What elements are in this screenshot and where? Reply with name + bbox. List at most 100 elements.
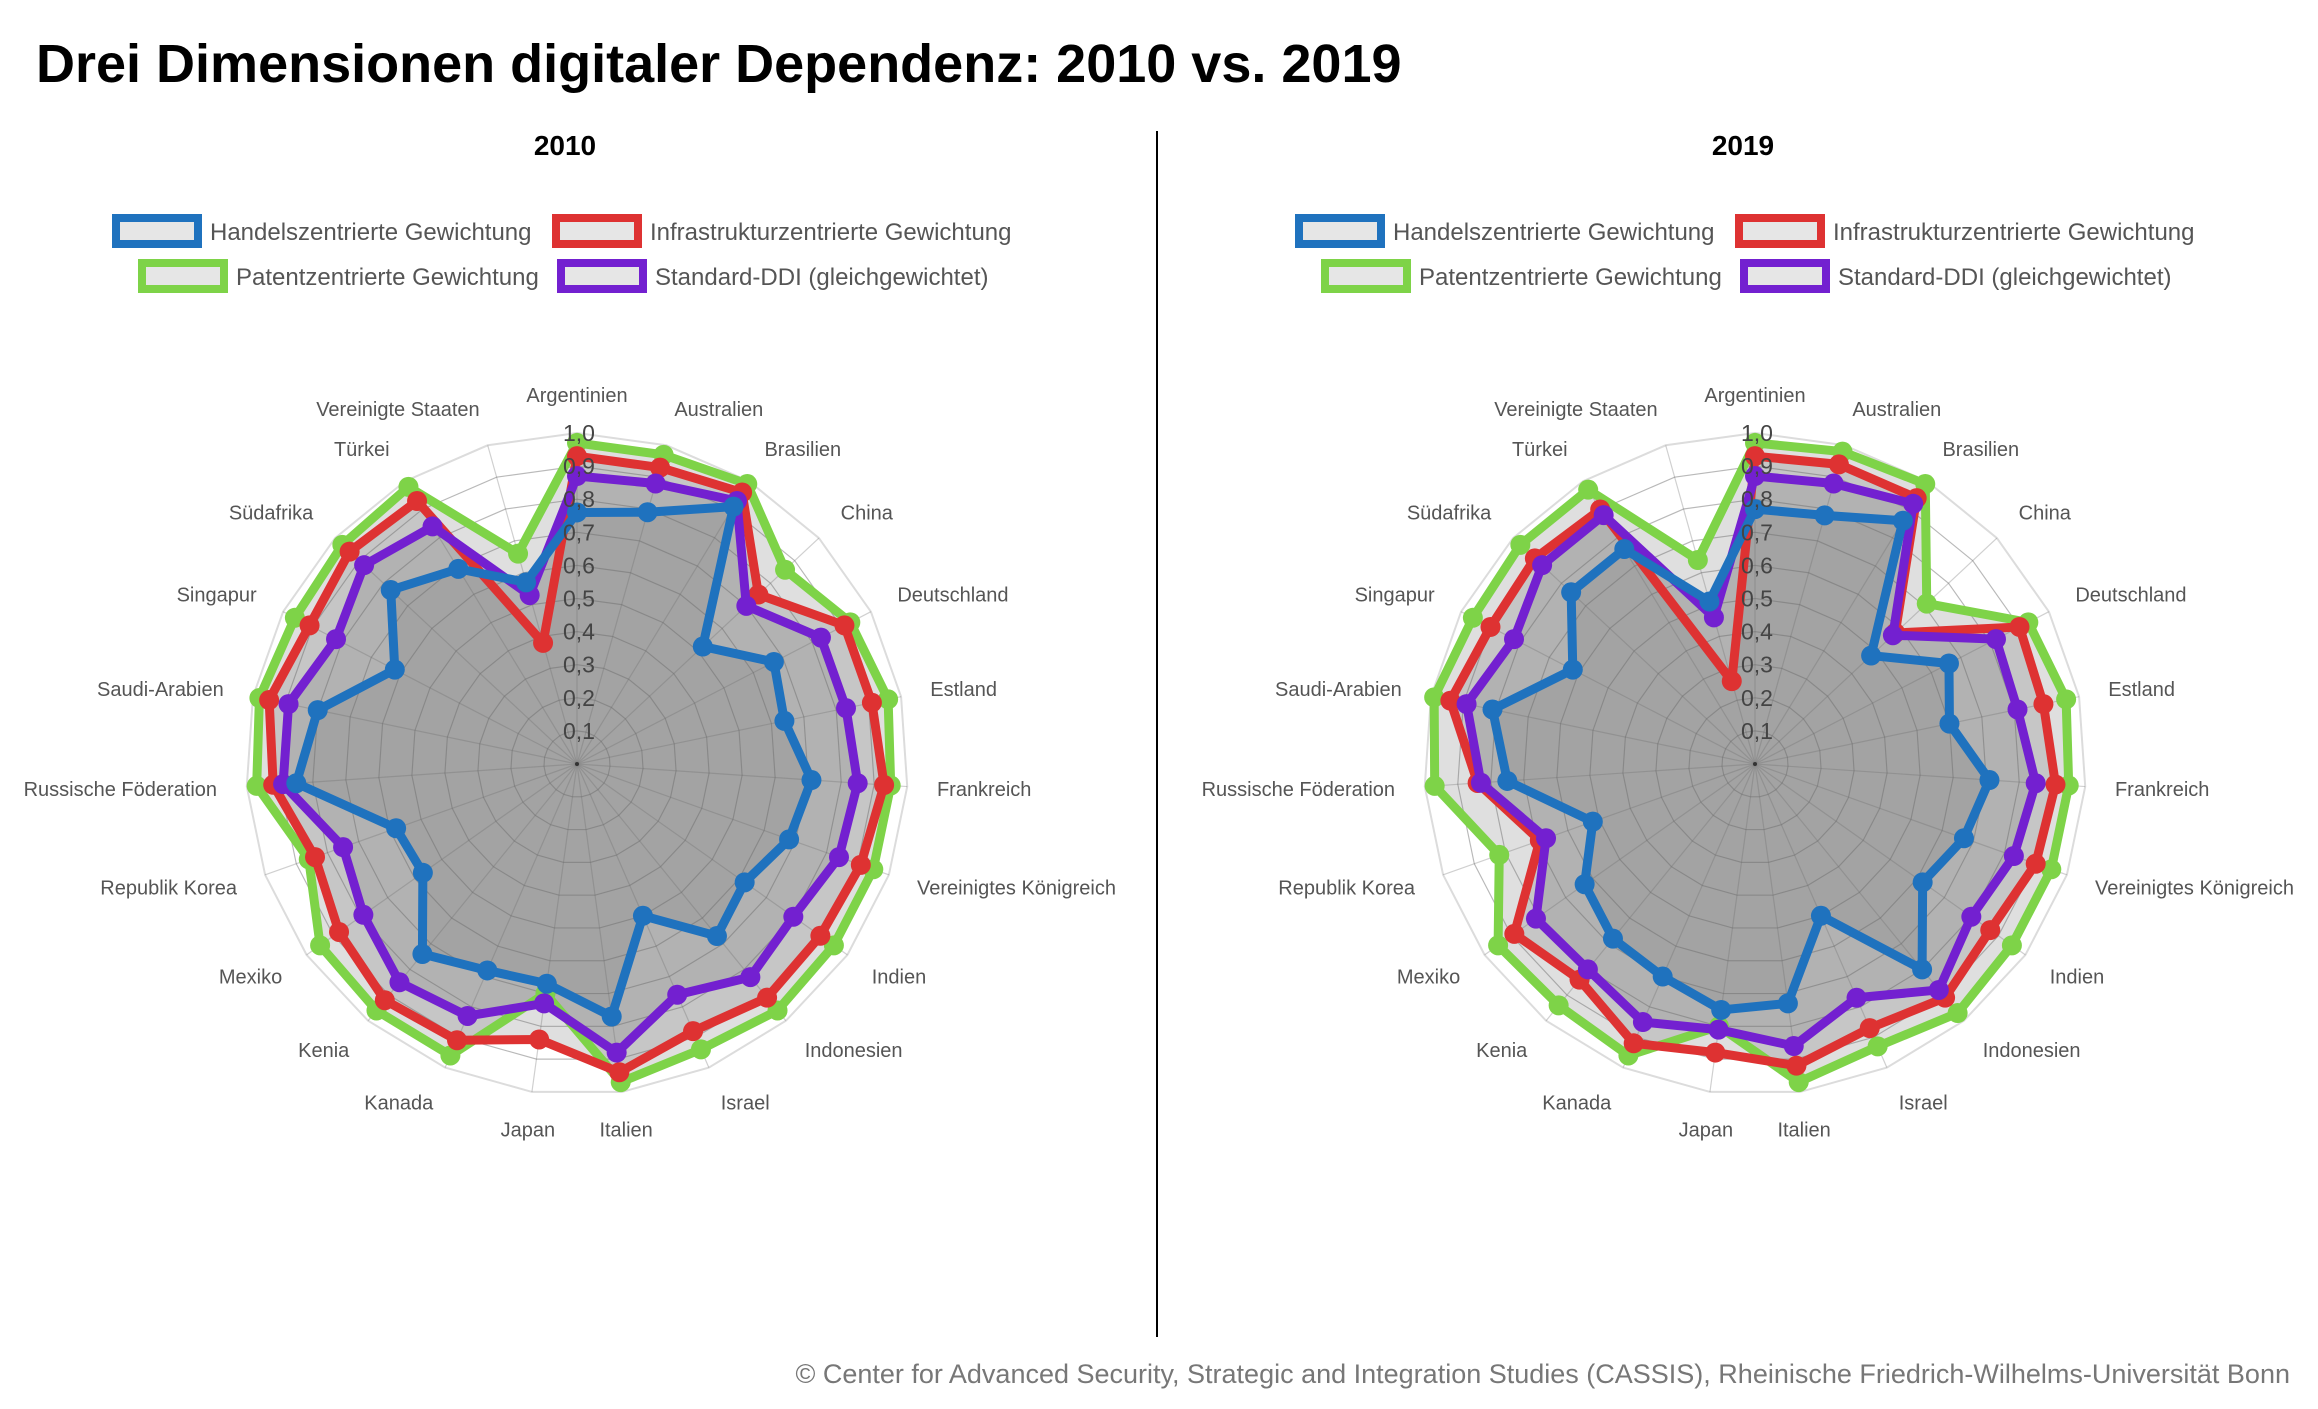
data-point[interactable] [1489,844,1510,865]
data-point[interactable] [1786,1055,1807,1076]
legend-item[interactable]: Patentzentrierte Gewichtung [1321,259,1722,293]
data-point[interactable] [878,689,899,710]
data-point[interactable] [307,700,328,721]
data-point[interactable] [692,636,713,657]
data-point[interactable] [1424,687,1445,708]
legend-item[interactable]: Standard-DDI (gleichgewichtet) [1740,259,2171,293]
data-point[interactable] [763,651,784,672]
data-point[interactable] [448,558,469,579]
data-point[interactable] [1783,1036,1804,1057]
data-point[interactable] [1939,713,1960,734]
data-point[interactable] [828,847,849,868]
data-point[interactable] [246,775,267,796]
data-point[interactable] [2033,694,2054,715]
data-point[interactable] [1928,979,1949,1000]
data-point[interactable] [386,818,407,839]
data-point[interactable] [354,555,375,576]
legend-item[interactable]: Handelszentrierte Gewichtung [1295,214,1715,248]
data-point[interactable] [2056,689,2077,710]
data-point[interactable] [1574,874,1595,895]
data-point[interactable] [412,944,433,965]
data-point[interactable] [446,1030,467,1051]
data-point[interactable] [757,987,778,1008]
data-point[interactable] [259,690,280,711]
data-point[interactable] [457,1005,478,1026]
data-point[interactable] [601,1006,622,1027]
data-point[interactable] [1912,959,1933,980]
data-point[interactable] [1846,987,1867,1008]
data-point[interactable] [1632,1012,1653,1033]
data-point[interactable] [534,993,555,1014]
data-point[interactable] [1462,607,1483,628]
data-point[interactable] [1985,629,2006,650]
data-point[interactable] [1548,995,1569,1016]
data-point[interactable] [1482,699,1503,720]
data-point[interactable] [339,541,360,562]
data-point[interactable] [810,925,831,946]
data-point[interactable] [567,502,587,523]
data-point[interactable] [1777,993,1798,1014]
data-point[interactable] [834,615,855,636]
data-point[interactable] [1961,906,1982,927]
data-point[interactable] [1652,966,1673,987]
data-point[interactable] [1510,534,1531,555]
data-point[interactable] [310,935,331,956]
data-point[interactable] [2045,774,2066,795]
data-point[interactable] [536,973,557,994]
data-point[interactable] [1440,690,1461,711]
data-point[interactable] [1745,499,1765,520]
data-point[interactable] [1456,694,1477,715]
data-point[interactable] [609,1062,630,1083]
data-point[interactable] [2003,846,2024,867]
data-point[interactable] [1814,505,1835,526]
data-point[interactable] [650,457,671,478]
data-point[interactable] [516,572,537,593]
data-point[interactable] [1532,555,1553,576]
data-point[interactable] [1708,1019,1729,1040]
data-point[interactable] [2025,853,2046,874]
data-point[interactable] [706,926,727,947]
data-point[interactable] [284,607,305,628]
data-point[interactable] [667,984,688,1005]
data-point[interactable] [1504,923,1525,944]
data-point[interactable] [740,967,761,988]
legend-item[interactable]: Infrastrukturzentrierte Gewichtung [552,214,1012,248]
data-point[interactable] [353,904,374,925]
data-point[interactable] [861,692,882,713]
data-point[interactable] [835,698,856,719]
data-point[interactable] [1561,582,1582,603]
data-point[interactable] [850,854,871,875]
legend-item[interactable]: Standard-DDI (gleichgewichtet) [557,259,988,293]
data-point[interactable] [1578,479,1599,500]
data-point[interactable] [477,960,498,981]
data-point[interactable] [2009,616,2030,637]
data-point[interactable] [422,516,443,537]
data-point[interactable] [305,847,326,868]
data-point[interactable] [783,906,804,927]
data-point[interactable] [1980,920,2001,941]
data-point[interactable] [1536,828,1557,849]
data-point[interactable] [1892,510,1913,531]
data-point[interactable] [1488,935,1509,956]
data-point[interactable] [775,559,796,580]
data-point[interactable] [1703,607,1724,628]
data-point[interactable] [2041,859,2062,880]
data-point[interactable] [1947,1003,1968,1024]
data-point[interactable] [508,543,529,564]
data-point[interactable] [1705,1042,1726,1063]
data-point[interactable] [374,990,395,1011]
data-point[interactable] [1687,550,1708,571]
data-point[interactable] [1614,539,1635,560]
data-point[interactable] [1745,446,1765,467]
data-point[interactable] [683,1021,704,1042]
data-point[interactable] [1828,454,1849,475]
data-point[interactable] [333,837,354,858]
data-point[interactable] [533,632,554,653]
data-point[interactable] [1953,828,1974,849]
data-point[interactable] [1788,1072,1809,1093]
data-point[interactable] [774,710,795,731]
data-point[interactable] [407,490,428,511]
data-point[interactable] [329,921,350,942]
data-point[interactable] [632,905,653,926]
data-point[interactable] [2007,699,2028,720]
